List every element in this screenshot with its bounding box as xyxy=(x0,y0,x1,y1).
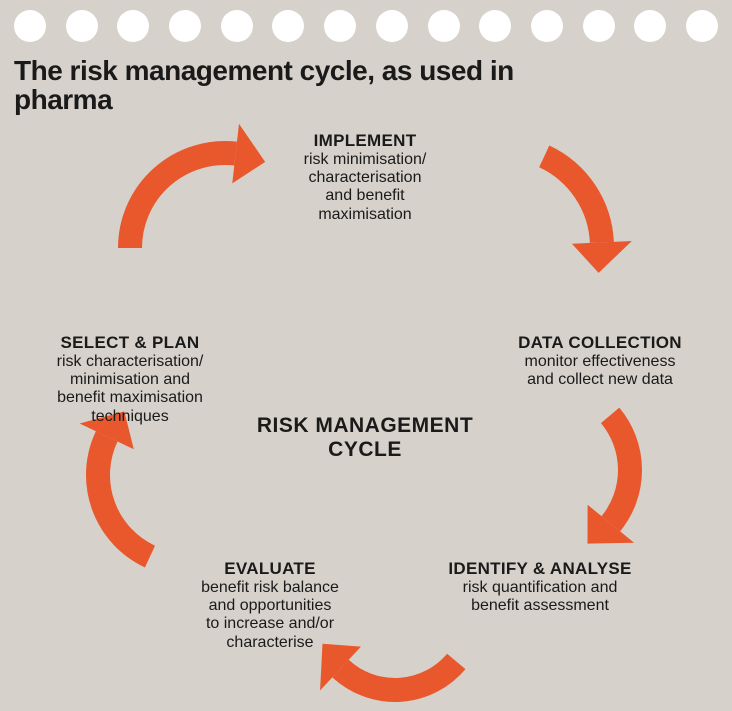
page-title: The risk management cycle, as used in ph… xyxy=(14,56,574,115)
decorative-dot xyxy=(428,10,460,42)
decorative-dot xyxy=(14,10,46,42)
node-body: risk characterisation/minimisation andbe… xyxy=(15,353,245,427)
decorative-dot xyxy=(272,10,304,42)
decorative-dot xyxy=(583,10,615,42)
cycle-node-identify-analyse: IDENTIFY & ANALYSErisk quantification an… xyxy=(425,559,655,615)
decorative-dot xyxy=(221,10,253,42)
node-body: monitor effectivenessand collect new dat… xyxy=(485,353,715,390)
decorative-dot xyxy=(66,10,98,42)
decorative-dot xyxy=(117,10,149,42)
cycle-node-data-collection: DATA COLLECTIONmonitor effectivenessand … xyxy=(485,333,715,389)
node-heading: DATA COLLECTION xyxy=(485,333,715,353)
decorative-dot xyxy=(169,10,201,42)
center-line-2: CYCLE xyxy=(245,438,485,462)
decorative-dot xyxy=(376,10,408,42)
decorative-dots-row xyxy=(0,10,732,42)
cycle-center-label: RISK MANAGEMENT CYCLE xyxy=(245,414,485,462)
decorative-dot xyxy=(479,10,511,42)
node-heading: SELECT & PLAN xyxy=(15,333,245,353)
decorative-dot xyxy=(324,10,356,42)
cycle-node-implement: IMPLEMENTrisk minimisation/characterisat… xyxy=(255,131,475,224)
node-body: benefit risk balanceand opportunitiesto … xyxy=(160,579,380,653)
cycle-node-evaluate: EVALUATEbenefit risk balanceand opportun… xyxy=(160,559,380,652)
node-body: risk quantification andbenefit assessmen… xyxy=(425,579,655,616)
decorative-dot xyxy=(634,10,666,42)
node-heading: IMPLEMENT xyxy=(255,131,475,151)
decorative-dot xyxy=(686,10,718,42)
decorative-dot xyxy=(531,10,563,42)
center-line-1: RISK MANAGEMENT xyxy=(245,414,485,438)
node-body: risk minimisation/characterisationand be… xyxy=(255,151,475,225)
node-heading: IDENTIFY & ANALYSE xyxy=(425,559,655,579)
cycle-node-select-plan: SELECT & PLANrisk characterisation/minim… xyxy=(15,333,245,426)
node-heading: EVALUATE xyxy=(160,559,380,579)
